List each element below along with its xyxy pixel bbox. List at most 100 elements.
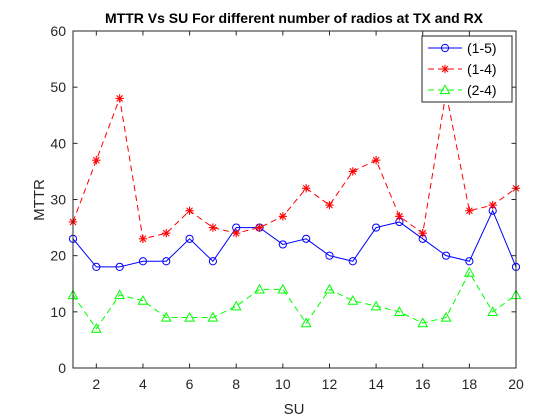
series-1-4-point-stroke (232, 229, 240, 237)
series-1-4-point (138, 234, 148, 244)
series-1-5-point (92, 262, 101, 271)
series-1-4-point-stroke (465, 207, 473, 215)
legend-entry-1-4-marker-stroke (441, 65, 449, 73)
series-2-4-point (90, 323, 102, 333)
x-tick-label: 12 (322, 376, 338, 392)
series-1-4-point (325, 200, 334, 210)
series-1-4-point (488, 200, 497, 210)
series-1-4-point (185, 206, 194, 215)
series-1-4-line (72, 92, 517, 240)
series-1-4-point-stroke (209, 224, 217, 231)
series-1-4-point (301, 184, 311, 193)
y-tick-label: 50 (50, 79, 66, 95)
series-2-4-point (487, 306, 499, 317)
series-1-4-point-stroke (489, 201, 497, 209)
x-tick-label: 16 (415, 376, 431, 392)
series-1-4-point-stroke (256, 224, 263, 231)
series-2-4-point (463, 266, 475, 277)
series-1-5-point (162, 257, 171, 266)
series-2-4-point (254, 283, 265, 294)
series-1-4-point-stroke (139, 235, 147, 243)
series-2-4-point (393, 306, 405, 317)
series-1-4-point-stroke (326, 201, 333, 209)
series-1-4-point (278, 212, 288, 221)
series-1-4-point-stroke (162, 229, 170, 237)
legend-entry-1-4-marker (440, 64, 450, 74)
series-1-5-point (185, 234, 194, 243)
legend-entry-1-5-marker (440, 43, 450, 53)
series-2-4-point (370, 300, 382, 311)
series-2-4-point (277, 283, 289, 294)
legend-entry-1-4: (1-4) (428, 61, 497, 77)
chart-title: MTTR Vs SU For different number of radio… (105, 10, 484, 26)
y-axis-label: MTTR (31, 179, 48, 221)
series-1-5-point (138, 257, 148, 266)
y-tick-label: 30 (50, 192, 66, 208)
series-1-4-point (465, 206, 474, 215)
series-1-4-point-stroke (186, 207, 193, 215)
series-1-4-point (115, 94, 124, 103)
legend-entry-2-4-label: (2-4) (467, 82, 497, 98)
series-1-4-point-stroke (396, 212, 403, 220)
series-1-5-point (465, 257, 474, 266)
series-1-4-point-stroke (349, 168, 357, 175)
series-1-4-point (348, 167, 357, 176)
series-1-4-point-stroke (372, 156, 380, 164)
series-1-4-point (92, 155, 101, 165)
x-tick-label: 4 (139, 376, 147, 392)
x-tick-label: 8 (232, 376, 240, 392)
series-2-4-point (184, 311, 196, 322)
series-1-5-point (278, 240, 287, 249)
series-2-4-point (300, 317, 312, 328)
series-2-4-point (347, 294, 359, 305)
series-1-5-point (348, 257, 357, 266)
series-1-4-point-stroke (279, 212, 287, 220)
x-tick-label: 18 (462, 376, 478, 392)
x-tick-label: 10 (275, 376, 291, 392)
x-tick-label: 2 (92, 376, 100, 392)
legend-entry-1-5: (1-5) (428, 40, 497, 56)
series-1-5-point (325, 251, 334, 260)
legend-entry-2-4-marker (439, 84, 451, 95)
legend-entry-2-4: (2-4) (428, 82, 497, 98)
series-2-4-point (324, 283, 335, 294)
series-2-4-point (440, 311, 452, 322)
series-1-4-point (232, 229, 241, 238)
x-tick-label: 14 (368, 376, 384, 392)
series-2-4-point (160, 311, 172, 322)
series-1-4-point-stroke (92, 156, 100, 164)
legend: (1-5) (1-4) (2-4) (421, 35, 513, 103)
plot-area-border (72, 30, 517, 369)
y-tick-label: 10 (50, 304, 66, 320)
series-1-4-point (418, 229, 427, 238)
y-tick-label: 20 (50, 248, 66, 264)
series-2-4-point (114, 289, 126, 300)
series-1-4-point (208, 223, 218, 232)
series-1-5-point (302, 234, 311, 243)
series-1-4-point-stroke (116, 94, 124, 102)
series-1-4-point-stroke (419, 229, 427, 237)
series-1-4-point (395, 212, 404, 221)
series-2-4-point (230, 300, 242, 311)
ticks-layer: 2 4 6 8 10 12 14 16 18 20 0 10 20 30 40 50 60 (50, 23, 524, 392)
series-1-4-point (371, 155, 381, 165)
series-1-5-point (115, 262, 124, 271)
x-tick-label: 20 (508, 376, 524, 392)
series-layer (67, 88, 522, 333)
x-tick-label: 6 (186, 376, 194, 392)
legend-entry-1-5-label: (1-5) (467, 40, 497, 56)
series-2-4-point (137, 294, 149, 305)
series-2-4-point (417, 317, 429, 328)
y-tick-label: 0 (58, 360, 66, 376)
x-axis-label: SU (284, 401, 305, 418)
y-tick-label: 40 (50, 135, 66, 151)
legend-entry-1-4-label: (1-4) (467, 61, 497, 77)
series-1-4 (68, 88, 521, 244)
series-1-4-point (162, 229, 171, 238)
series-1-5-point (208, 257, 217, 266)
y-tick-label: 60 (50, 23, 66, 39)
series-1-5-point (372, 223, 381, 232)
legend-box (421, 35, 513, 103)
